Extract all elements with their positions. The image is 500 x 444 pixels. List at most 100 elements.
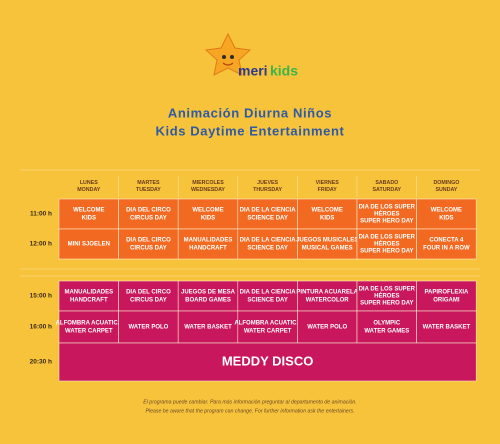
mascot-eye — [230, 55, 234, 59]
day-label: TUESDAY — [136, 187, 161, 193]
title-en: Kids Daytime Entertainment — [156, 123, 345, 138]
day-label: JUEVES — [257, 180, 278, 186]
activity-text: WATER BASKET — [184, 325, 232, 331]
activity-text: WATER CARPET — [65, 329, 113, 335]
footer-es: El programa puede cambiar. Para más info… — [143, 399, 356, 405]
day-label: FRIDAY — [318, 187, 338, 193]
activity-text: WELCOME — [431, 208, 462, 214]
activity-text: HÉROES — [374, 240, 399, 248]
activity-text: HÉROES — [374, 210, 399, 218]
activity-text: SUPER HERO DAY — [360, 219, 413, 225]
activity-cell — [58, 310, 119, 344]
activity-text: BOARD GAMES — [185, 298, 231, 304]
day-label: DOMINGO — [433, 180, 459, 186]
activity-cell — [297, 310, 358, 344]
activity-cell — [356, 310, 417, 344]
activity-cell — [237, 280, 298, 312]
activity-cell — [297, 228, 358, 260]
activity-text: DIA DEL CIRCO — [126, 290, 171, 296]
activity-cell — [356, 198, 417, 230]
activity-cell — [177, 198, 239, 230]
activity-text: WELCOME — [312, 208, 343, 214]
activity-cell — [118, 228, 179, 260]
mascot-eye — [222, 55, 226, 59]
activity-cell — [118, 280, 179, 312]
activity-cell — [118, 198, 179, 230]
activity-text: JUEGOS DE MESA — [181, 290, 236, 296]
day-label: SATURDAY — [373, 187, 402, 193]
activity-text: KIDS — [439, 216, 453, 222]
activity-text: CIRCUS DAY — [130, 216, 167, 222]
activity-cell — [237, 228, 298, 260]
activity-text: HANDCRAFT — [189, 246, 227, 252]
activity-text: DIA DE LA CIENCIA — [240, 238, 297, 244]
activity-cell — [58, 228, 119, 260]
activity-text: WATER POLO — [128, 325, 168, 331]
activity-text: WATERCOLOR — [306, 298, 350, 304]
time-label: 20:30 h — [30, 359, 52, 366]
mascot-smile — [222, 62, 234, 66]
footer-en: Please be aware that the program can cha… — [145, 408, 354, 414]
activity-text: OLYMPIC — [373, 321, 400, 327]
activity-text: DIA DE LA CIENCIA — [240, 290, 297, 296]
activity-text: WATER GAMES — [364, 329, 409, 335]
activity-text: MANUALIDADES — [64, 290, 113, 296]
activity-text: KIDS — [82, 216, 96, 222]
activity-cell — [416, 310, 477, 344]
activity-text: WATER POLO — [307, 325, 347, 331]
title-es: Animación Diurna Niños — [168, 105, 332, 120]
activity-text: DIA DE LOS SUPER — [359, 205, 416, 211]
activity-text: KIDS — [201, 216, 215, 222]
day-label: THURSDAY — [253, 187, 282, 193]
activity-cell — [297, 198, 358, 230]
activity-text: SCIENCE DAY — [247, 246, 287, 252]
day-label: SUNDAY — [435, 187, 457, 193]
time-label: 12:00 h — [30, 241, 52, 248]
activity-cell — [58, 342, 477, 382]
time-label: 16:00 h — [30, 324, 52, 331]
star-mascot — [204, 32, 252, 76]
activity-text: ALFOMBRA ACUATICA — [56, 321, 123, 327]
activity-text: MANUALIDADES — [184, 238, 233, 244]
activity-cell — [356, 228, 417, 260]
activity-text: PAPIROFLEXIA — [424, 290, 469, 296]
activity-text: SUPER HERO DAY — [360, 249, 413, 255]
time-label: 15:00 h — [30, 293, 52, 300]
activity-text: MINI SJOELEN — [68, 242, 110, 248]
activity-cell — [58, 198, 119, 230]
activity-text: KIDS — [320, 216, 334, 222]
activity-text: CONECTA 4 — [429, 238, 464, 244]
activity-cell — [416, 280, 477, 312]
activity-text: HÉROES — [374, 292, 399, 300]
time-label: 11:00 h — [30, 211, 52, 218]
activity-text: FOUR IN A ROW — [423, 246, 470, 252]
activity-text: WELCOME — [73, 208, 104, 214]
activity-text: DIA DE LOS SUPER — [359, 235, 416, 241]
activity-cell — [58, 280, 119, 312]
activity-text: WELCOME — [192, 208, 223, 214]
day-label: LUNES — [80, 180, 98, 186]
activity-text: MUSICAL GAMES — [302, 246, 353, 252]
day-label: VIERNES — [316, 180, 340, 186]
day-label: MARTES — [137, 180, 160, 186]
day-label: MIERCOLES — [192, 180, 224, 186]
activity-text: MEDDY DISCO — [222, 353, 314, 368]
activity-text: CIRCUS DAY — [130, 246, 167, 252]
activity-text: DIA DE LA CIENCIA — [240, 208, 297, 214]
activity-cell — [356, 280, 417, 312]
activity-text: ORIGAMI — [433, 298, 460, 304]
day-label: MONDAY — [77, 187, 101, 193]
activity-text: PINTURA ACUARELA — [296, 290, 358, 296]
activity-text: WATER BASKET — [423, 325, 471, 331]
activity-cell — [177, 280, 239, 312]
activity-cell — [416, 228, 477, 260]
day-label: WEDNESDAY — [191, 187, 225, 193]
activity-text: HANDCRAFT — [70, 298, 108, 304]
activity-text: SCIENCE DAY — [247, 216, 287, 222]
activity-text: DIA DEL CIRCO — [126, 208, 171, 214]
activity-text: DIA DEL CIRCO — [126, 238, 171, 244]
activity-text: JUEGOS MUSICALES — [296, 238, 358, 244]
activity-cell — [237, 310, 298, 344]
